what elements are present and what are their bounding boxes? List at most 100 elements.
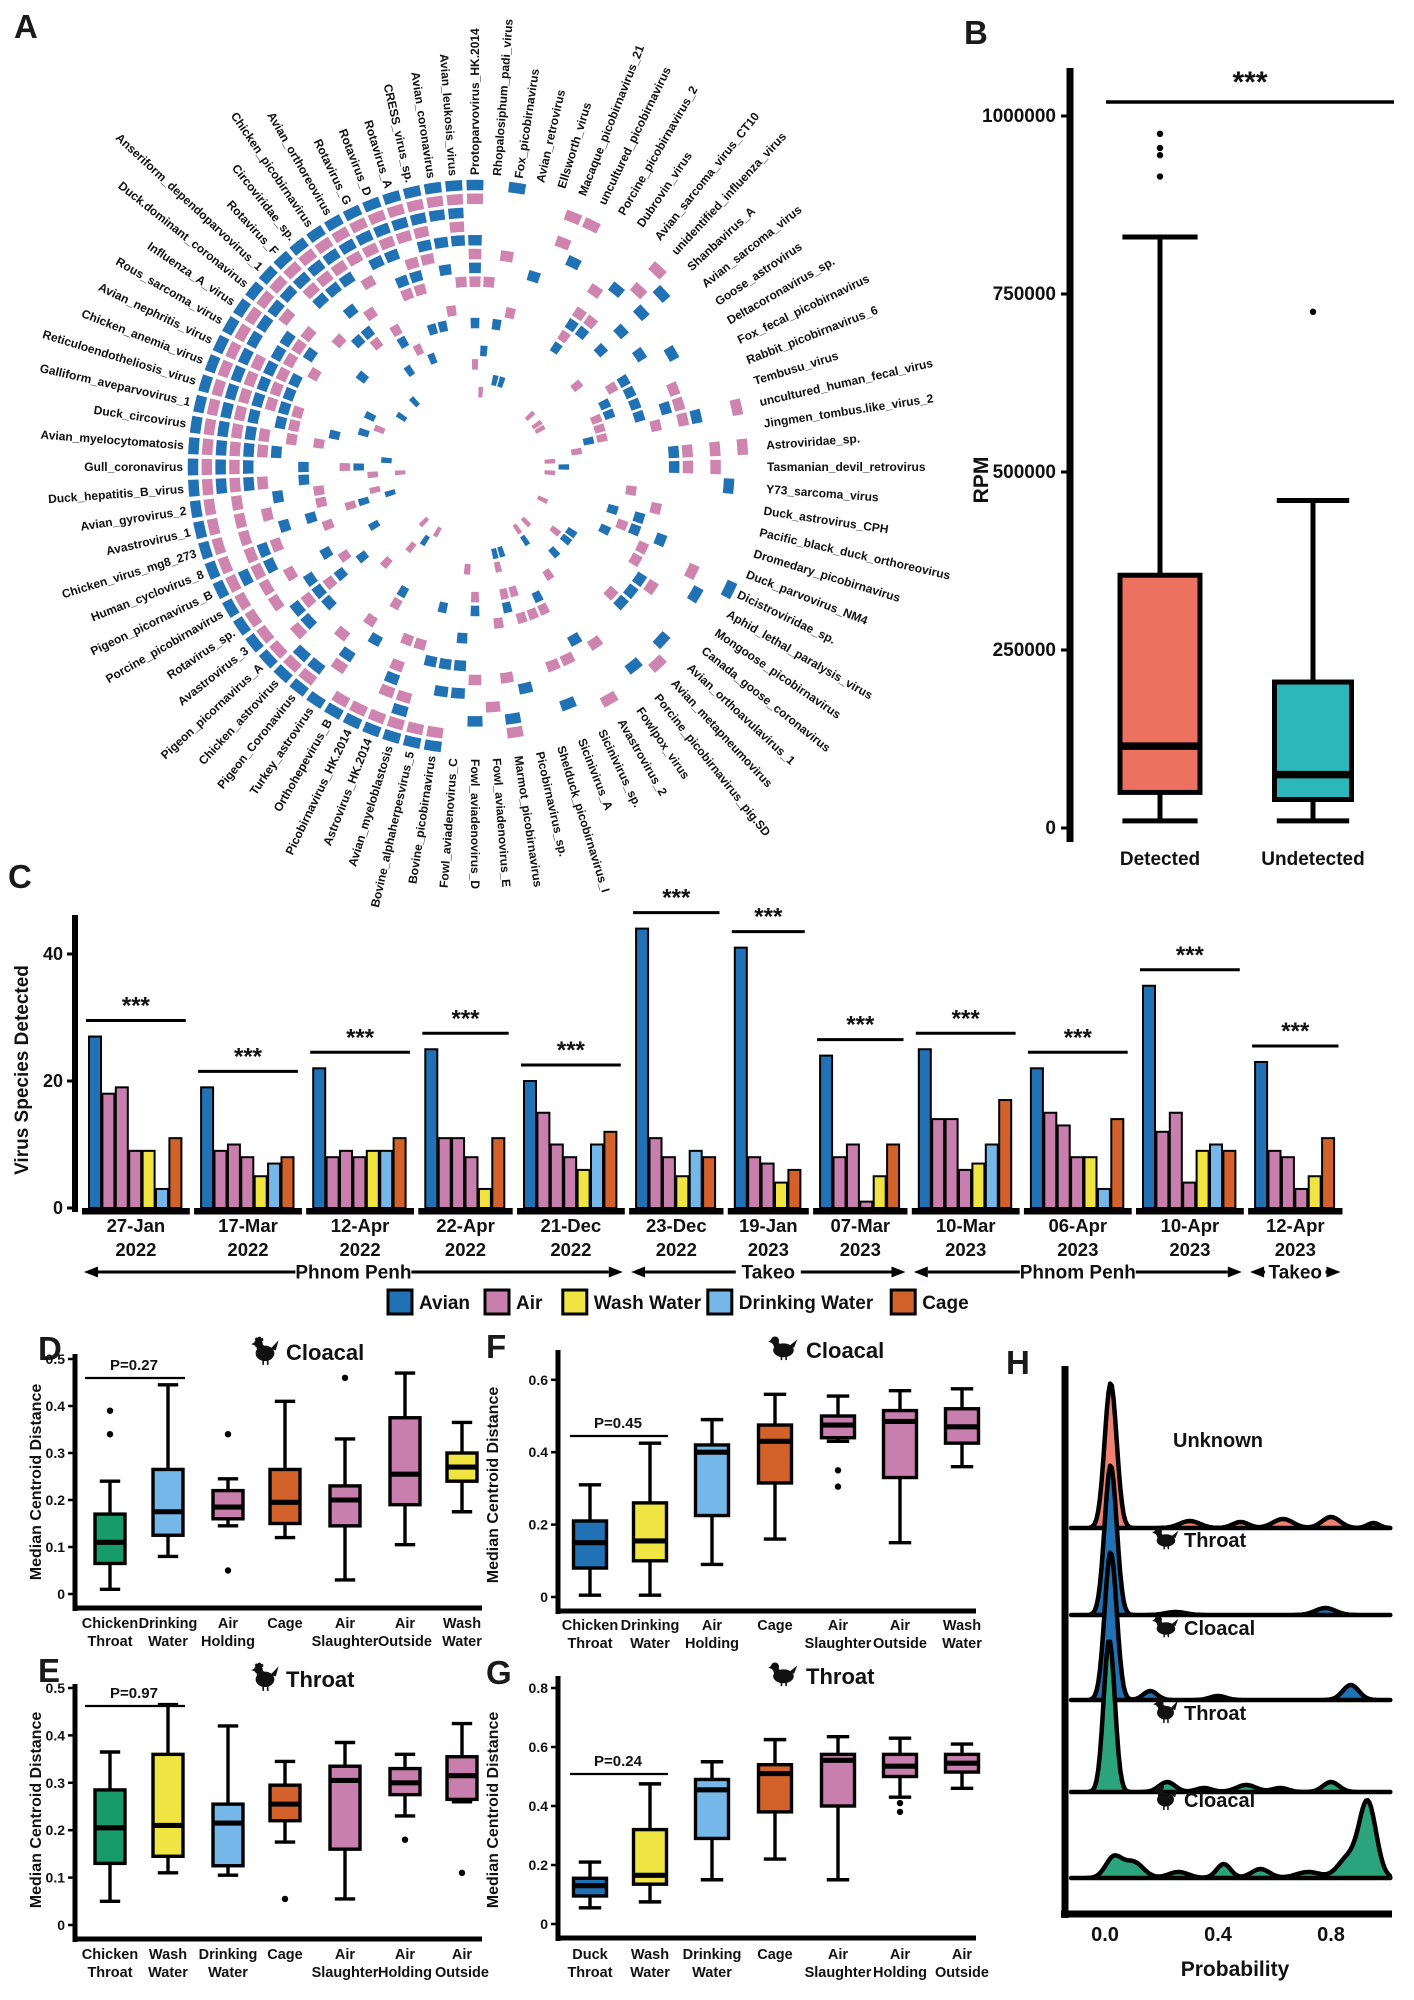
svg-text:Air: Air: [890, 1618, 911, 1634]
svg-text:Unknown: Unknown: [1173, 1430, 1263, 1452]
svg-text:Cloacal: Cloacal: [806, 1338, 884, 1363]
svg-text:Holding: Holding: [201, 1634, 255, 1650]
svg-text:***: ***: [451, 1005, 480, 1032]
svg-text:0.4: 0.4: [1204, 1924, 1233, 1946]
svg-text:***: ***: [662, 885, 691, 912]
svg-text:Avian_myelocytomatosis: Avian_myelocytomatosis: [40, 428, 185, 453]
svg-text:Duck_circovirus: Duck_circovirus: [93, 403, 188, 431]
svg-text:750000: 750000: [993, 284, 1056, 305]
svg-text:0.1: 0.1: [46, 1539, 66, 1555]
svg-text:0.8: 0.8: [1317, 1924, 1345, 1946]
svg-text:0.6: 0.6: [529, 1372, 549, 1388]
svg-text:17-Mar: 17-Mar: [218, 1215, 278, 1236]
svg-text:P=0.27: P=0.27: [110, 1357, 158, 1374]
svg-text:0.2: 0.2: [46, 1492, 66, 1508]
svg-text:Outside: Outside: [935, 1965, 989, 1981]
svg-text:Cage: Cage: [267, 1947, 302, 1963]
svg-text:Rhopalosiphum_padi_virus: Rhopalosiphum_padi_virus: [490, 18, 516, 176]
svg-text:Outside: Outside: [378, 1634, 432, 1650]
svg-text:0.4: 0.4: [46, 1398, 66, 1414]
svg-text:RPM: RPM: [970, 457, 993, 504]
svg-text:Wash Water: Wash Water: [594, 1293, 702, 1314]
svg-text:***: ***: [754, 904, 783, 931]
svg-text:0: 0: [57, 1917, 65, 1933]
svg-text:***: ***: [1232, 66, 1267, 99]
svg-text:***: ***: [346, 1024, 375, 1051]
svg-text:0.2: 0.2: [529, 1857, 549, 1873]
svg-text:Cage: Cage: [757, 1618, 792, 1634]
svg-text:Y73_sarcoma_virus: Y73_sarcoma_virus: [766, 482, 880, 504]
panel-label-d: D: [38, 1330, 62, 1367]
svg-text:0.8: 0.8: [529, 1680, 549, 1696]
svg-text:Air: Air: [395, 1616, 416, 1632]
svg-text:0.1: 0.1: [46, 1870, 66, 1886]
svg-text:Water: Water: [630, 1636, 670, 1652]
svg-text:Wash: Wash: [631, 1947, 669, 1963]
svg-text:10-Mar: 10-Mar: [936, 1215, 996, 1236]
panel-label-g: G: [486, 1654, 512, 1691]
svg-text:***: ***: [952, 1005, 981, 1032]
svg-text:Detected: Detected: [1120, 849, 1200, 870]
svg-text:Median Centroid Distance: Median Centroid Distance: [28, 1712, 45, 1909]
svg-text:Water: Water: [442, 1634, 482, 1650]
svg-text:0.3: 0.3: [46, 1445, 66, 1461]
svg-text:Undetected: Undetected: [1261, 849, 1364, 870]
svg-text:Fowl_aviadenovirus_D: Fowl_aviadenovirus_D: [468, 759, 482, 889]
svg-text:Throat: Throat: [286, 1667, 355, 1692]
svg-text:2022: 2022: [445, 1239, 486, 1260]
svg-text:19-Jan: 19-Jan: [739, 1215, 798, 1236]
svg-text:0.0: 0.0: [1091, 1924, 1119, 1946]
svg-text:0.6: 0.6: [529, 1739, 549, 1755]
svg-text:P=0.45: P=0.45: [594, 1415, 642, 1432]
svg-text:2022: 2022: [656, 1239, 697, 1260]
svg-text:21-Dec: 21-Dec: [541, 1215, 602, 1236]
panel-label-c: C: [8, 858, 32, 895]
svg-text:2023: 2023: [840, 1239, 881, 1260]
svg-text:2023: 2023: [1057, 1239, 1098, 1260]
svg-text:Throat: Throat: [806, 1664, 875, 1689]
svg-text:0.4: 0.4: [46, 1727, 66, 1743]
svg-text:Water: Water: [692, 1965, 732, 1981]
svg-text:40: 40: [43, 944, 63, 964]
svg-text:Holding: Holding: [378, 1965, 432, 1981]
svg-text:Chicken: Chicken: [82, 1616, 138, 1632]
panel-label-e: E: [38, 1652, 61, 1689]
svg-text:0.2: 0.2: [529, 1517, 549, 1533]
svg-text:Avian: Avian: [419, 1293, 470, 1314]
svg-text:10-Apr: 10-Apr: [1161, 1215, 1220, 1236]
svg-text:2023: 2023: [1275, 1239, 1316, 1260]
svg-text:Duck_hepatitis_B_virus: Duck_hepatitis_B_virus: [48, 482, 185, 506]
svg-text:Air: Air: [702, 1618, 723, 1634]
svg-text:Air: Air: [452, 1947, 473, 1963]
svg-text:Cage: Cage: [267, 1616, 302, 1632]
svg-text:P=0.97: P=0.97: [110, 1685, 158, 1702]
svg-text:Air: Air: [218, 1616, 239, 1632]
svg-text:Throat: Throat: [87, 1965, 132, 1981]
svg-text:Wash: Wash: [943, 1618, 981, 1634]
svg-text:Gull_coronavirus: Gull_coronavirus: [84, 460, 183, 474]
svg-text:Wash: Wash: [443, 1616, 481, 1632]
svg-text:Takeo: Takeo: [1269, 1263, 1323, 1284]
svg-text:0: 0: [1045, 818, 1056, 839]
svg-text:Throat: Throat: [567, 1965, 612, 1981]
svg-text:Air: Air: [395, 1947, 416, 1963]
panel-label-a: A: [14, 8, 38, 45]
svg-text:Drinking: Drinking: [199, 1947, 258, 1963]
svg-text:Slaughter: Slaughter: [805, 1965, 872, 1981]
svg-text:Water: Water: [148, 1965, 188, 1981]
panel-f-boxplot-duck-cloacal: 0 0.2 0.4 0.6 Median Centroid Distance Cloaca…: [485, 1336, 982, 1652]
svg-text:0.2: 0.2: [46, 1822, 66, 1838]
svg-text:12-Apr: 12-Apr: [1266, 1215, 1325, 1236]
svg-text:Air: Air: [335, 1947, 356, 1963]
svg-text:Air: Air: [952, 1947, 973, 1963]
svg-text:***: ***: [846, 1012, 875, 1039]
panel-g-boxplot-duck-throat: 0 0.2 0.4 0.6 0.8 Median Centroid Distance Thr…: [485, 1662, 989, 1981]
svg-text:Water: Water: [208, 1965, 248, 1981]
svg-text:2022: 2022: [115, 1239, 156, 1260]
svg-text:Air: Air: [828, 1618, 849, 1634]
panel-label-b: B: [964, 14, 988, 51]
svg-text:250000: 250000: [993, 640, 1056, 661]
svg-text:Water: Water: [630, 1965, 670, 1981]
